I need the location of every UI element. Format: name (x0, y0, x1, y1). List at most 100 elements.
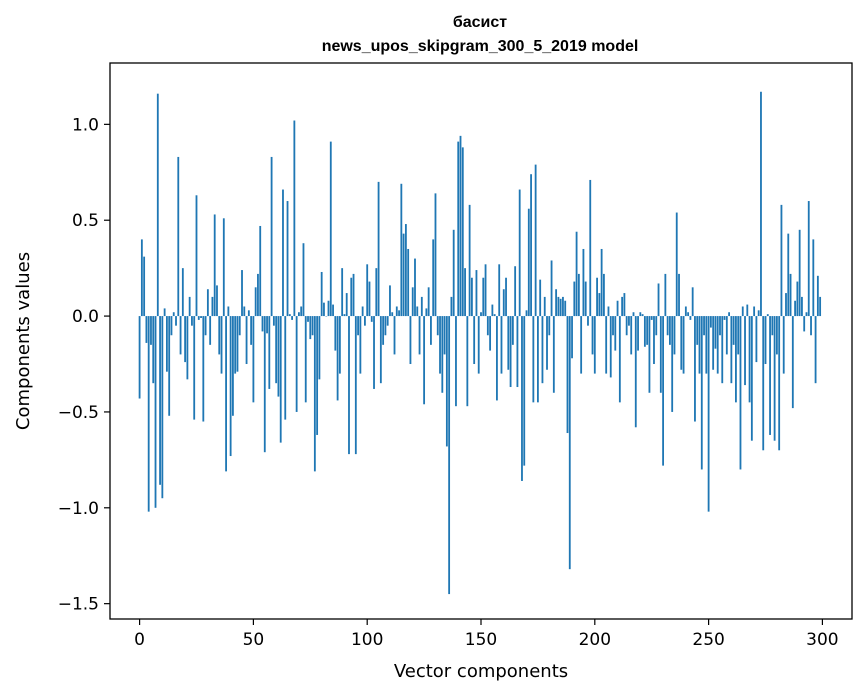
x-tick-label: 50 (243, 630, 265, 650)
bar-component-14 (170, 316, 173, 336)
bar-component-292 (803, 316, 806, 332)
chart-subtitle: news_upos_skipgram_300_5_2019 model (322, 38, 639, 55)
bar-component-170 (525, 310, 528, 317)
bar-component-95 (354, 316, 357, 455)
bar-component-134 (443, 316, 446, 355)
bar-component-194 (580, 316, 583, 374)
y-tick-label: −1.0 (58, 499, 99, 519)
bar-component-275 (764, 316, 767, 365)
bar-component-111 (391, 312, 394, 317)
bar-component-172 (530, 174, 532, 317)
bar-component-253 (714, 316, 717, 349)
bar-component-224 (648, 316, 651, 393)
bar-component-152 (484, 264, 487, 317)
bar-component-27 (200, 316, 202, 318)
bar-component-107 (382, 316, 385, 345)
bar-component-18 (179, 316, 182, 355)
bar-component-199 (591, 316, 594, 355)
bar-component-20 (184, 316, 187, 363)
bar-component-261 (732, 316, 735, 345)
bar-component-130 (434, 193, 437, 317)
bar-component-67 (291, 316, 293, 320)
bar-component-77 (313, 316, 316, 472)
bar-component-191 (573, 281, 576, 317)
bar-component-50 (252, 316, 255, 403)
bar-component-289 (796, 281, 799, 317)
bar-component-75 (309, 316, 312, 340)
bar-component-46 (243, 306, 246, 317)
bar-component-104 (375, 268, 378, 317)
bar-component-0 (138, 316, 141, 399)
bar-component-288 (794, 300, 797, 317)
bar-component-133 (441, 316, 444, 393)
bar-component-169 (523, 316, 526, 466)
bar-component-259 (728, 312, 730, 317)
bar-component-101 (368, 281, 371, 317)
bar-component-186 (562, 296, 564, 317)
bar-component-146 (470, 277, 473, 317)
bar-component-58 (270, 156, 273, 317)
bar-component-85 (332, 304, 334, 317)
bar-component-264 (739, 316, 742, 470)
y-tick-label: 1.0 (72, 115, 99, 135)
bar-component-239 (682, 316, 685, 374)
bar-component-136 (448, 316, 451, 595)
bar-component-110 (389, 285, 391, 317)
bar-component-221 (641, 314, 644, 317)
bar-component-5 (150, 316, 152, 345)
bar-component-63 (282, 189, 284, 317)
bar-component-154 (489, 316, 492, 351)
bar-component-103 (373, 316, 375, 389)
bar-component-167 (518, 189, 521, 317)
bar-component-267 (746, 304, 749, 317)
bar-component-19 (181, 268, 184, 317)
bar-component-181 (550, 260, 553, 317)
bar-component-145 (468, 204, 471, 317)
bar-component-83 (327, 300, 330, 317)
bar-component-127 (427, 287, 430, 317)
bar-component-28 (202, 316, 205, 422)
bar-component-193 (577, 273, 580, 317)
bar-component-161 (505, 277, 507, 317)
bar-component-286 (789, 273, 792, 317)
bar-component-258 (725, 316, 728, 355)
bar-component-2 (143, 256, 146, 317)
bar-component-147 (473, 316, 476, 365)
bar-component-62 (279, 316, 282, 443)
bar-component-139 (455, 316, 457, 407)
bar-component-235 (673, 316, 676, 355)
bar-component-283 (782, 316, 785, 374)
bar-component-195 (582, 248, 585, 317)
bar-component-280 (775, 316, 778, 355)
bar-component-37 (222, 218, 225, 317)
bar-component-211 (618, 316, 621, 403)
x-tick-label: 100 (351, 630, 383, 650)
bar-component-141 (459, 135, 462, 317)
bar-component-200 (593, 316, 596, 374)
bar-component-21 (186, 316, 189, 380)
bar-component-119 (409, 316, 412, 365)
bar-component-227 (655, 316, 658, 336)
bar-component-187 (564, 300, 567, 317)
bar-component-87 (336, 316, 339, 401)
x-tick-label: 200 (579, 630, 611, 650)
bar-component-206 (607, 306, 610, 317)
bar-component-66 (288, 314, 291, 317)
bar-component-91 (345, 293, 348, 317)
chart-title: басист (453, 14, 507, 31)
bar-component-56 (266, 316, 268, 334)
bar-component-177 (541, 316, 544, 384)
bar-component-287 (791, 316, 794, 409)
bar-component-6 (152, 316, 155, 384)
bar-component-242 (689, 316, 692, 320)
bar-component-128 (430, 316, 432, 345)
bar-component-99 (364, 316, 366, 326)
bar-component-268 (748, 316, 751, 403)
bar-component-274 (762, 316, 765, 451)
bar-component-8 (156, 93, 159, 317)
bar-component-226 (653, 316, 655, 365)
bar-component-92 (348, 316, 350, 455)
bar-component-162 (507, 316, 510, 370)
bar-component-278 (771, 316, 774, 336)
